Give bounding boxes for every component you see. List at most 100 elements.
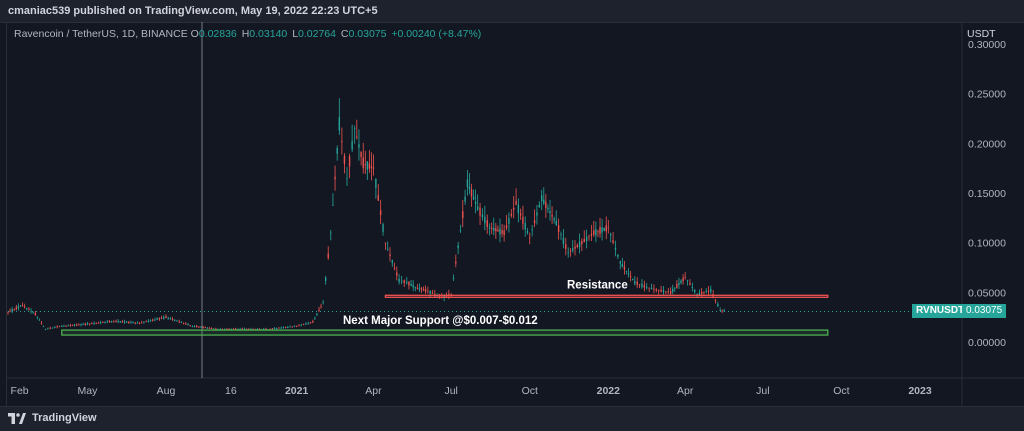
candle-body [278,328,279,329]
candle-body [651,288,652,290]
candle-body [522,217,523,224]
candle-body [185,324,186,325]
chart-legend: Ravencoin / TetherUS, 1D, BINANCE O0.028… [14,28,483,40]
candle-body [723,311,724,312]
candle-body [706,291,707,292]
symbol-label: Ravencoin / TetherUS, 1D, BINANCE [14,28,188,40]
candle-body [35,313,36,315]
candle-body [479,208,480,216]
brand-name: TradingView [32,412,97,424]
candle-body [198,327,199,328]
candle-body [373,168,374,169]
candle-body [593,230,594,234]
tradingview-logo-icon [8,413,26,424]
candle-body [356,137,357,138]
candle-body [639,284,640,285]
candle-body [130,322,131,323]
candle-body [78,324,79,325]
candle-body [699,293,700,295]
candle-body [489,228,490,229]
candle-body [487,220,488,227]
candle-body [124,322,125,323]
candle-body [565,244,566,249]
candle-body [439,296,440,297]
low-value: 0.02764 [298,28,336,40]
candle-body [113,321,114,322]
candle-body [412,285,413,287]
candle-body [628,273,629,274]
candle-body [689,283,690,285]
candle-body [401,281,402,282]
candle-body [678,283,679,285]
candle-body [665,291,666,292]
candle-body [717,304,718,307]
candle-body [389,254,390,256]
candle-body [334,177,335,180]
candle-body [415,287,416,288]
candle-body [209,328,210,329]
candle-body [687,280,688,281]
candle-body [194,326,195,327]
candle-body [719,310,720,311]
candle-body [457,245,458,248]
candle-body [61,326,62,327]
candle-body [680,281,681,283]
candle-body [141,323,142,324]
time-tick-label: Feb [11,385,29,397]
candle-body [63,326,64,327]
time-tick-label: Aug [157,385,176,397]
candle-body [80,324,81,325]
candle-body [501,230,502,233]
price-tick-label: 0.05000 [968,287,1006,299]
open-label: O [191,28,199,40]
candle-body [430,291,431,293]
candle-body [579,242,580,247]
candle-body [150,320,151,321]
time-tick-label: 2022 [597,385,621,397]
candle-body [98,323,99,324]
candle-body [303,324,304,325]
brand[interactable]: TradingView [8,412,97,424]
candle-body [617,254,618,256]
candle-body [653,289,654,290]
candle-body [161,318,162,319]
candle-body [244,329,245,330]
candle-body [610,234,611,235]
candle-body [572,248,573,250]
time-tick-label: Oct [522,385,538,397]
candle-body [469,187,470,190]
candle-body [330,233,331,234]
time-tick-label: Apr [365,385,382,397]
candle-body [122,321,123,322]
candle-body [349,156,350,166]
candle-body [111,321,112,322]
candle-body [543,200,544,204]
candle-body [14,309,15,310]
candle-body [536,212,537,215]
candle-body [332,205,333,206]
candle-body [354,128,355,129]
candle-body [670,291,671,293]
candle-body [668,291,669,292]
candle-body [660,290,661,292]
candle-body [612,240,613,243]
candle-body [682,278,683,281]
candle-body [406,282,407,283]
candle-body [187,324,188,325]
candle-body [484,217,485,223]
candle-body [202,327,203,328]
candle-body [183,323,184,324]
candle-body [549,211,550,213]
candle-body [423,290,424,291]
candle-body [527,231,528,233]
candle-body [432,293,433,294]
candle-body [591,234,592,236]
candle-body [608,228,609,229]
close-value: 0.03075 [349,28,387,40]
candle-body [567,252,568,253]
candle-body [495,228,496,231]
candle-body [316,314,317,315]
candle-body [145,321,146,322]
candle-body [59,326,60,327]
